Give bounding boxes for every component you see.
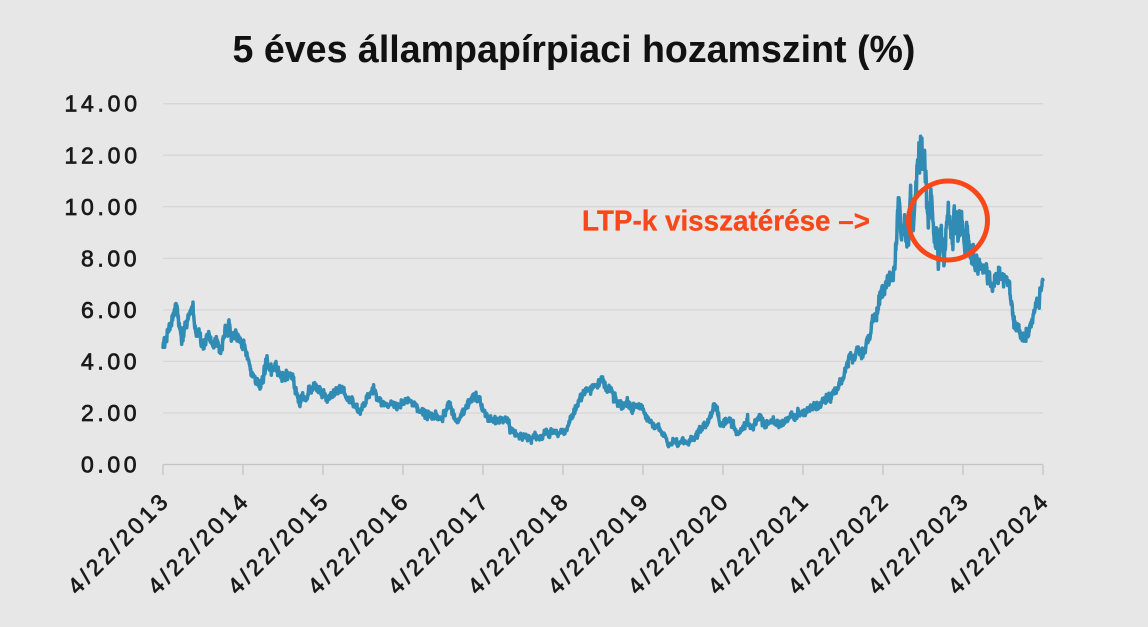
svg-text:8.00: 8.00 <box>81 245 137 271</box>
svg-text:12.00: 12.00 <box>65 142 138 168</box>
svg-text:2.00: 2.00 <box>81 400 137 426</box>
svg-text:14.00: 14.00 <box>65 91 138 117</box>
svg-text:6.00: 6.00 <box>81 297 137 323</box>
svg-text:4.00: 4.00 <box>81 348 137 374</box>
svg-text:0.00: 0.00 <box>81 452 137 478</box>
svg-text:5 éves állampapírpiaci hozamsz: 5 éves állampapírpiaci hozamszint (%) <box>233 28 916 70</box>
svg-text:10.00: 10.00 <box>65 194 138 220</box>
svg-text:LTP-k visszatérése –>: LTP-k visszatérése –> <box>582 206 870 238</box>
